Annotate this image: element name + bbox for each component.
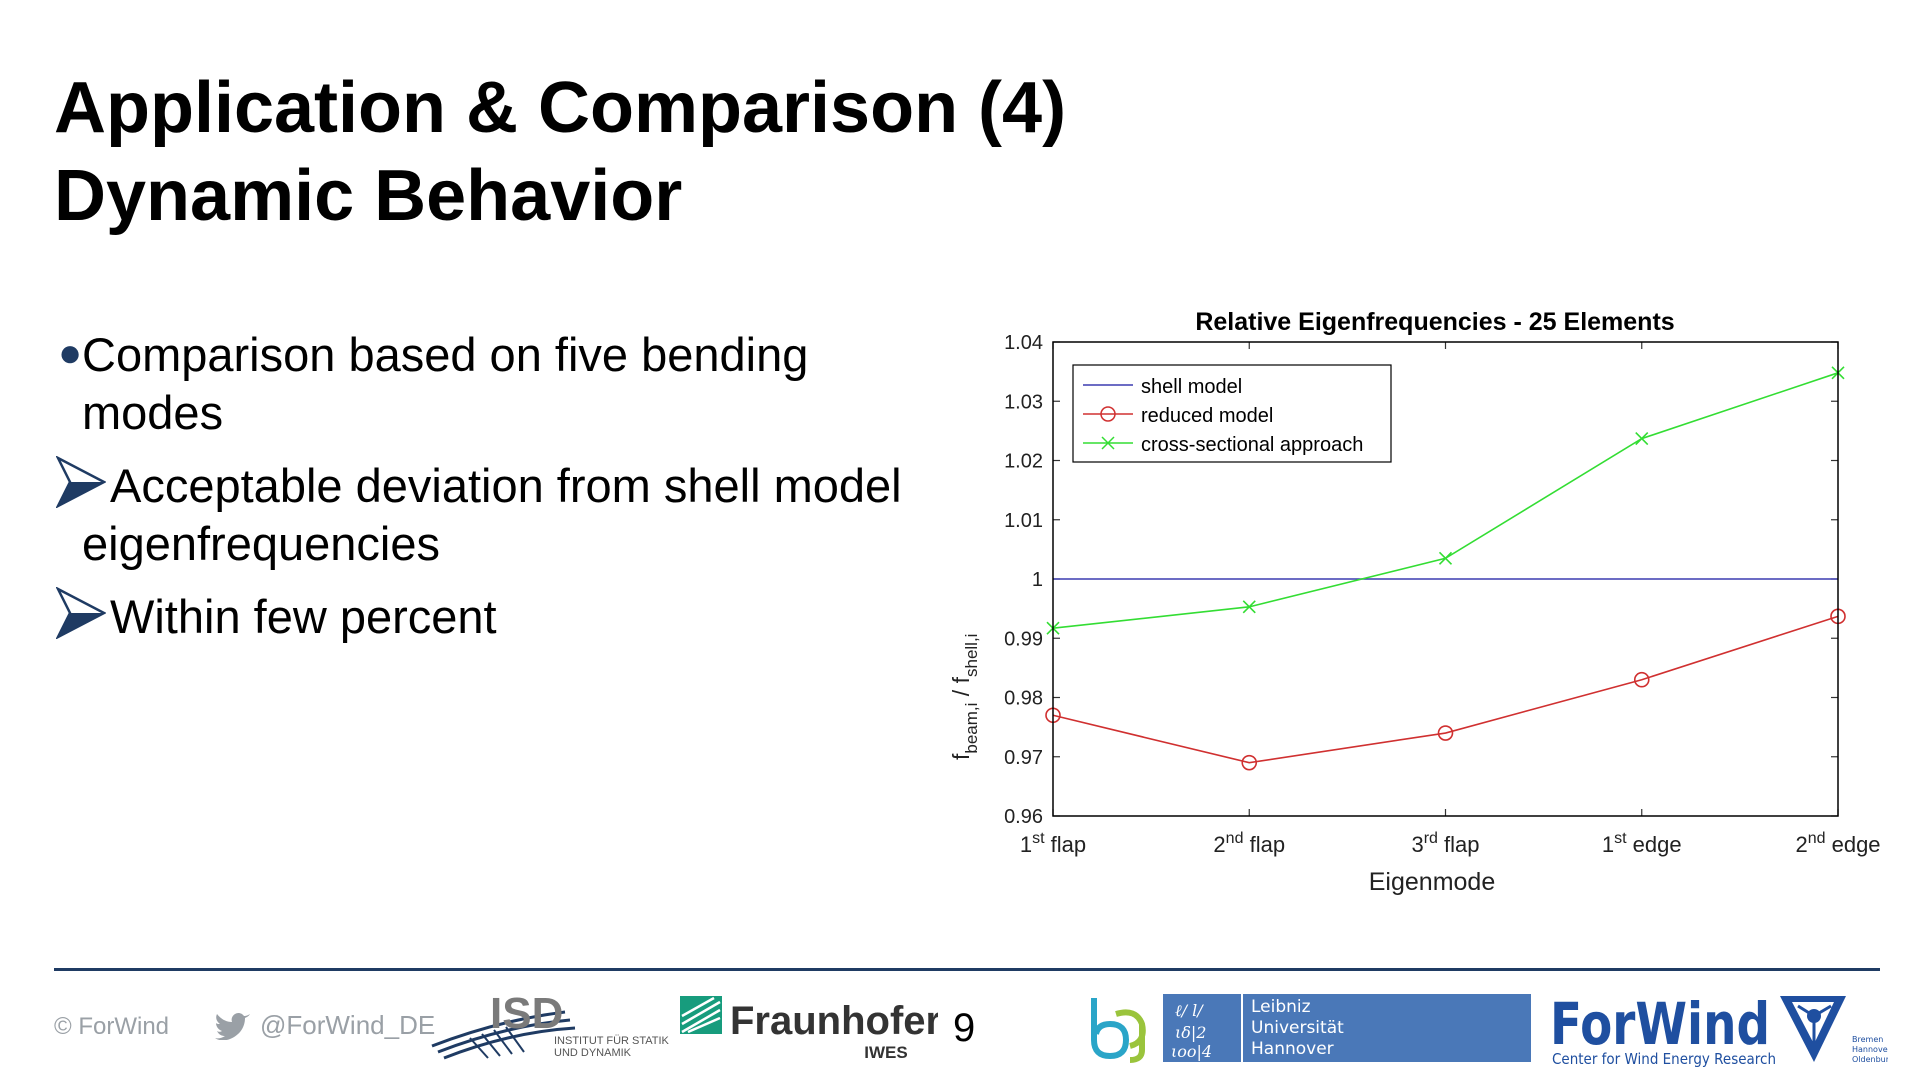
- title-line-1: Application & Comparison (4): [54, 68, 1067, 148]
- y-tick-label: 0.96: [1004, 806, 1043, 828]
- isd-sub-2: UND DYNAMIK: [554, 1047, 632, 1059]
- y-tick-labels: 0.96 0.97 0.98 0.99 1 1.01 1.02 1.03 1.04: [1004, 332, 1043, 828]
- y-tick-label: 1: [1032, 569, 1043, 591]
- luh-line-1: Leibniz: [1251, 997, 1311, 1017]
- eigenfrequency-chart: Relative Eigenfrequencies - 25 Elements …: [948, 308, 1881, 896]
- y-tick-label: 0.98: [1004, 688, 1043, 710]
- y-axis-label: fbeam,i / fshell,i: [948, 634, 981, 760]
- x-tick-label: 1st flap: [1020, 830, 1086, 857]
- plot-frame: [1052, 341, 1839, 817]
- y-label-mid: / f: [948, 676, 974, 702]
- forwind-city-2: Hannover: [1852, 1045, 1888, 1054]
- sub-bullet-1: Acceptable deviation from shell model ei…: [56, 456, 956, 573]
- bullet-dot-icon: ●: [58, 331, 83, 375]
- sub-bullet-2: Within few percent: [56, 587, 956, 646]
- x-tick-labels: 1st flap 2nd flap 3rd flap 1st edge 2nd edge: [1020, 830, 1881, 857]
- y-tick-label: 1.04: [1004, 332, 1043, 354]
- title-line-2: Dynamic Behavior: [54, 156, 683, 236]
- svg-text:ιοο|4: ιοο|4: [1171, 1042, 1212, 1061]
- legend-marker-circle: [1100, 406, 1116, 422]
- x-tick-label: 2nd flap: [1213, 830, 1285, 857]
- sub-bullet-1-text-1: Acceptable deviation from shell model: [110, 459, 902, 512]
- footer-copyright: © ForWind: [54, 1013, 170, 1040]
- chart-legend: shell model reduced model cross-sectiona…: [1072, 364, 1392, 463]
- legend-marker-x: [1101, 436, 1115, 450]
- footer-divider: [54, 968, 1880, 971]
- forwind-city-3: Oldenburg: [1852, 1055, 1888, 1064]
- fraunhofer-sub: IWES: [864, 1043, 907, 1062]
- footer-twitter[interactable]: @ForWind_DE: [214, 1010, 435, 1041]
- forwind-text: ForWind: [1550, 990, 1770, 1058]
- y-label-f: f: [948, 753, 974, 760]
- y-label-sub2: shell,i: [962, 634, 981, 677]
- legend-label-reduced: reduced model: [1141, 405, 1273, 427]
- forwind-logo: ForWind Center for Wind Energy Research …: [1550, 990, 1888, 1068]
- y-tick-label: 1.01: [1004, 510, 1043, 532]
- y-label-sub1: beam,i: [962, 703, 981, 754]
- fraunhofer-logo: Fraunhofer IWES: [680, 996, 938, 1062]
- y-tick-label: 1.03: [1004, 391, 1043, 413]
- bullet-main: ● Comparison based on five bending modes: [56, 326, 956, 442]
- x-tick-label: 3rd flap: [1411, 830, 1479, 857]
- x-tick-label: 2nd edge: [1795, 830, 1880, 857]
- forwind-city-1: Bremen: [1852, 1035, 1883, 1044]
- x-tick-label: 1st edge: [1602, 830, 1682, 857]
- bullet-main-text-1: Comparison based on five bending: [82, 328, 809, 381]
- sub-bullet-2-text: Within few percent: [110, 590, 497, 643]
- footer-twitter-handle: @ForWind_DE: [260, 1010, 436, 1040]
- isd-logo: ISD INSTITUT FÜR STATIK UND DYNAMIK: [431, 990, 670, 1060]
- luh-line-3: Hannover: [1251, 1039, 1334, 1059]
- slide-title: Application & Comparison (4) Dynamic Beh…: [54, 64, 1066, 240]
- sub-bullet-1-text-2: eigenfrequencies: [82, 517, 440, 570]
- luh-emblem-icon: ℓ/ l/ ιδ|2 ιοο|4: [1171, 994, 1243, 1062]
- isd-sub-1: INSTITUT FÜR STATIK: [554, 1035, 670, 1047]
- data-point-x: [1242, 600, 1256, 614]
- twitter-bird-icon: [215, 1012, 250, 1040]
- series-line-2: [1052, 615, 1839, 764]
- luh-text: Leibniz Universität Hannover: [1251, 997, 1344, 1060]
- data-point-circle: [1437, 725, 1454, 741]
- y-tick-label: 0.97: [1004, 747, 1043, 769]
- svg-text:ℓ/ l/: ℓ/ l/: [1175, 1001, 1204, 1020]
- y-tick-label: 0.99: [1004, 628, 1043, 650]
- arrow-bullet-icon: [56, 587, 106, 639]
- data-point-x: [1635, 432, 1649, 446]
- bullet-main-text-2: modes: [82, 386, 224, 439]
- chart-title: Relative Eigenfrequencies - 25 Elements: [1195, 308, 1674, 336]
- isd-text: ISD: [490, 990, 563, 1038]
- legend-label-cross: cross-sectional approach: [1141, 434, 1363, 456]
- data-point-circle: [1633, 671, 1650, 688]
- data-point-circle: [1241, 754, 1258, 771]
- legend-label-shell: shell model: [1141, 376, 1242, 398]
- x-axis-label: Eigenmode: [1369, 868, 1495, 896]
- y-tick-label: 1.02: [1004, 451, 1043, 473]
- data-point-x: [1438, 551, 1453, 565]
- luh-line-2: Universität: [1251, 1018, 1344, 1038]
- arrow-bullet-icon: [56, 456, 106, 508]
- fraunhofer-text: Fraunhofer: [730, 999, 938, 1043]
- luh-logo: ℓ/ l/ ιδ|2 ιοο|4 Leibniz Universität Han…: [1163, 994, 1531, 1062]
- page-number: 9: [953, 1006, 976, 1050]
- svg-text:ιδ|2: ιδ|2: [1175, 1023, 1206, 1042]
- forwind-sub: Center for Wind Energy Research: [1552, 1050, 1776, 1068]
- bullet-list: ● Comparison based on five bending modes…: [56, 326, 956, 646]
- bg-logo: [1091, 998, 1146, 1063]
